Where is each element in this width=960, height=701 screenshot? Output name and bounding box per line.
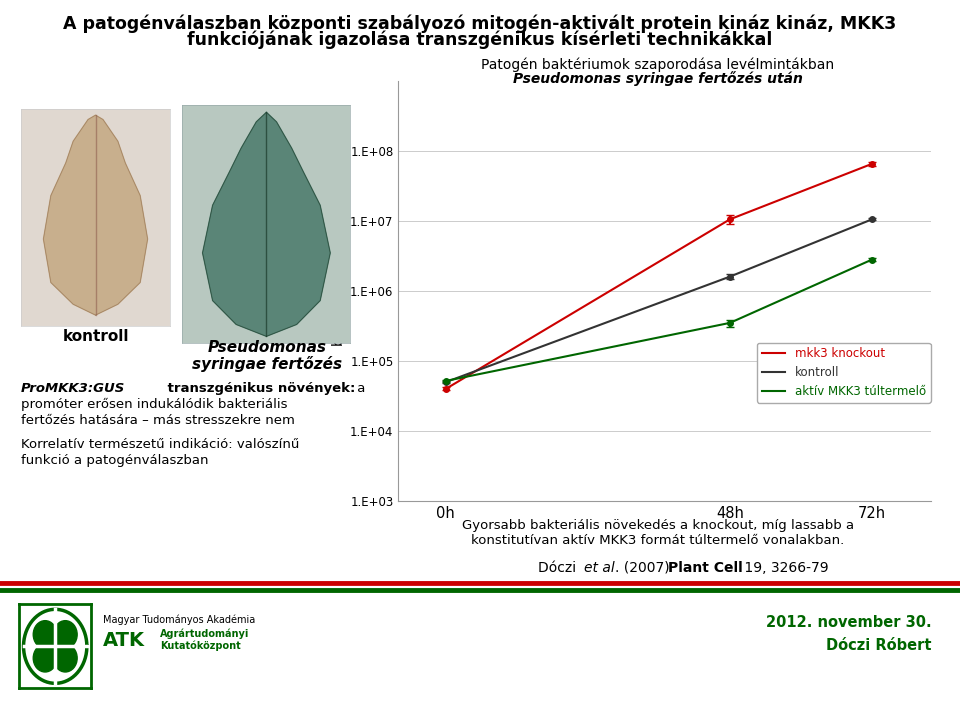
Y-axis label: baktériumszám: baktériumszám xyxy=(330,237,345,345)
Text: konstitutívan aktív MKK3 formát túltermelő vonalakban.: konstitutívan aktív MKK3 formát túlterme… xyxy=(471,534,844,547)
Text: ATK: ATK xyxy=(103,631,145,650)
Text: funkció a patogénválaszban: funkció a patogénválaszban xyxy=(21,454,208,467)
Text: Kutatóközpont: Kutatóközpont xyxy=(160,640,241,651)
Text: Agrártudományi: Agrártudományi xyxy=(160,629,250,639)
Text: A patogénválaszban központi szabályozó mitogén-aktivált protein kináz kináz, MKK: A patogénválaszban központi szabályozó m… xyxy=(63,14,897,32)
Text: Korrelatív természetű indikáció: valószínű: Korrelatív természetű indikáció: valószí… xyxy=(21,438,300,451)
Circle shape xyxy=(54,620,77,648)
Circle shape xyxy=(34,644,57,672)
Polygon shape xyxy=(43,115,148,315)
Text: kontroll: kontroll xyxy=(62,329,130,344)
Text: . (2007): . (2007) xyxy=(615,561,674,575)
Text: Patogén baktériumok szaporodása levélmintákban: Patogén baktériumok szaporodása levélmin… xyxy=(481,57,834,72)
Text: 2012. november 30.: 2012. november 30. xyxy=(765,615,931,630)
Text: Dóczi: Dóczi xyxy=(538,561,580,575)
Text: Dóczi Róbert: Dóczi Róbert xyxy=(826,638,931,653)
Polygon shape xyxy=(203,112,330,336)
Text: a: a xyxy=(353,382,366,395)
Text: 19, 3266-79: 19, 3266-79 xyxy=(740,561,828,575)
Text: Plant Cell: Plant Cell xyxy=(668,561,743,575)
Circle shape xyxy=(34,620,57,648)
Text: et al: et al xyxy=(584,561,614,575)
Text: syringae fertőzés: syringae fertőzés xyxy=(192,356,342,372)
Text: Pseudomonas syringae fertőzés után: Pseudomonas syringae fertőzés után xyxy=(513,72,803,86)
Text: funkciójának igazolása transzgénikus kísérleti technikákkal: funkciójának igazolása transzgénikus kís… xyxy=(187,30,773,48)
Text: fertőzés hatására – más stresszekre nem: fertőzés hatására – más stresszekre nem xyxy=(21,414,295,427)
Text: Gyorsabb bakteriális növekedés a knockout, míg lassabb a: Gyorsabb bakteriális növekedés a knockou… xyxy=(462,519,853,532)
Text: Pseudomonas: Pseudomonas xyxy=(207,340,326,355)
Text: Magyar Tudományos Akadémia: Magyar Tudományos Akadémia xyxy=(103,614,255,625)
Circle shape xyxy=(54,644,77,672)
Text: promóter erősen indukálódik bakteriális: promóter erősen indukálódik bakteriális xyxy=(21,398,288,411)
Text: transzgénikus növények:: transzgénikus növények: xyxy=(163,382,355,395)
Text: ProMKK3:GUS: ProMKK3:GUS xyxy=(21,382,126,395)
Legend: mkk3 knockout, kontroll, aktív MKK3 túltermelő: mkk3 knockout, kontroll, aktív MKK3 túlt… xyxy=(757,343,930,403)
